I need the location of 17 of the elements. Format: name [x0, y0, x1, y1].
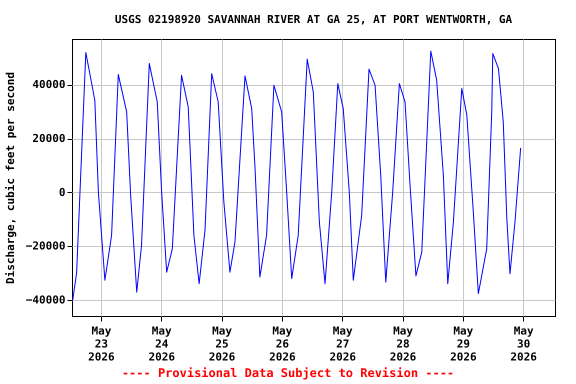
x-tick-label: May 29 2026	[450, 324, 477, 364]
y-tick-label: −40000	[26, 293, 66, 306]
y-tick-label: 20000	[32, 132, 66, 146]
x-tick-label: May 30 2026	[510, 324, 538, 364]
line-series	[72, 50, 522, 301]
text: ---- Provisional Data Subject to Revision ----	[120, 366, 456, 380]
x-tick-label: May 26 2026	[269, 324, 296, 364]
y-axis-title: Discharge, cubic feet per second	[4, 72, 17, 284]
x-tick-label: May 28 2026	[390, 324, 417, 364]
x-tick-label: May 27 2026	[329, 324, 356, 364]
y-tick-label: −20000	[26, 240, 66, 253]
chart-title: USGS 02198920 SAVANNAH RIVER AT GA 25, AT PORT WENTWORTH, GA	[114, 13, 513, 26]
x-tick-label: May 25 2026	[208, 324, 236, 364]
x-tick-label: May 23 2026	[88, 324, 116, 364]
y-tick-label: 0	[58, 186, 66, 199]
x-tick-label: May 24 2026	[148, 324, 176, 364]
y-tick-label: 40000	[32, 78, 66, 92]
